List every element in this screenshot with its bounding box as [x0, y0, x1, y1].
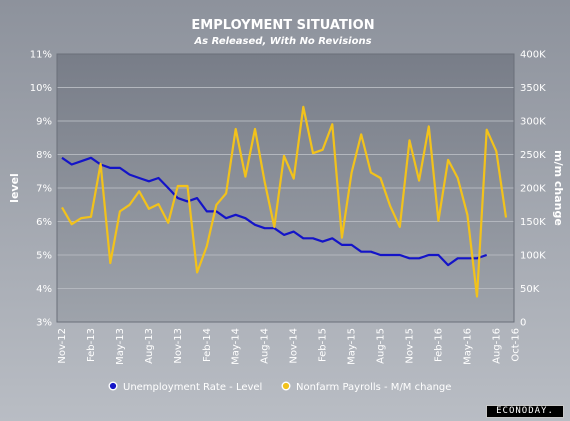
right-axis-title: m/m change — [552, 150, 565, 226]
legend-label: Nonfarm Payrolls - M/M change — [296, 382, 451, 393]
left-axis-title: level — [8, 173, 21, 203]
right-axis-ticks: 0 50K 100K 150K 200K 250K 300K 350K 400K — [520, 50, 546, 329]
x-tick-label: Nov-13 — [173, 328, 184, 364]
x-tick-label: Aug-15 — [376, 328, 387, 364]
x-tick-label: Feb-16 — [433, 328, 444, 362]
right-tick-label: 300K — [520, 117, 546, 128]
right-tick-label: 400K — [520, 50, 546, 61]
x-tick-label: May-14 — [231, 328, 242, 365]
left-tick-label: 5% — [36, 251, 52, 262]
legend-marker — [281, 381, 291, 391]
x-tick-label: Aug-13 — [144, 328, 155, 364]
left-tick-label: 9% — [36, 117, 52, 128]
left-tick-label: 7% — [36, 184, 52, 195]
left-tick-label: 6% — [36, 217, 52, 228]
left-tick-label: 11% — [30, 50, 52, 61]
x-tick-label: Feb-14 — [202, 328, 213, 362]
left-tick-label: 8% — [36, 150, 52, 161]
series-line — [61, 105, 508, 298]
plot-border — [56, 53, 515, 323]
grid-lines — [56, 53, 515, 323]
left-tick-label: 10% — [30, 83, 52, 94]
econoday-logo: ECONODAY. — [486, 405, 564, 418]
x-tick-label: Nov-14 — [289, 328, 300, 364]
legend-label: Unemployment Rate - Level — [123, 382, 262, 393]
legend: Unemployment Rate - Level Nonfarm Payroll… — [108, 381, 451, 393]
right-tick-label: 50K — [520, 284, 540, 295]
x-tick-label: Nov-12 — [57, 328, 68, 364]
x-tick-label: May-15 — [347, 328, 358, 365]
x-tick-label: Nov-15 — [404, 328, 415, 364]
x-tick-label: Aug-14 — [260, 328, 271, 364]
right-tick-label: 350K — [520, 83, 546, 94]
left-tick-label: 3% — [36, 318, 52, 329]
x-tick-label: Feb-13 — [86, 328, 97, 362]
left-tick-label: 4% — [36, 284, 52, 295]
right-tick-label: 250K — [520, 150, 546, 161]
x-tick-label: May-16 — [462, 328, 473, 365]
x-tick-label: May-13 — [115, 328, 126, 365]
right-tick-label: 200K — [520, 184, 546, 195]
right-tick-label: 100K — [520, 251, 546, 262]
series-layer — [61, 105, 508, 298]
x-tick-label: Feb-15 — [318, 328, 329, 362]
chart-subtitle: As Released, With No Revisions — [193, 36, 371, 47]
x-axis-ticks: Nov-12 Feb-13 May-13 Aug-13 Nov-13 Feb-14 May-… — [57, 328, 522, 365]
left-axis-ticks: 3% 4% 5% 6% 7% 8% 9% 10% 11% — [30, 50, 52, 329]
chart-title: EMPLOYMENT SITUATION — [191, 18, 374, 33]
legend-marker — [108, 381, 118, 391]
right-tick-label: 150K — [520, 217, 546, 228]
series-line — [61, 156, 488, 267]
x-tick-label: Oct-16 — [511, 328, 522, 362]
x-tick-label: Aug-16 — [491, 328, 502, 364]
right-tick-label: 0 — [520, 318, 526, 329]
